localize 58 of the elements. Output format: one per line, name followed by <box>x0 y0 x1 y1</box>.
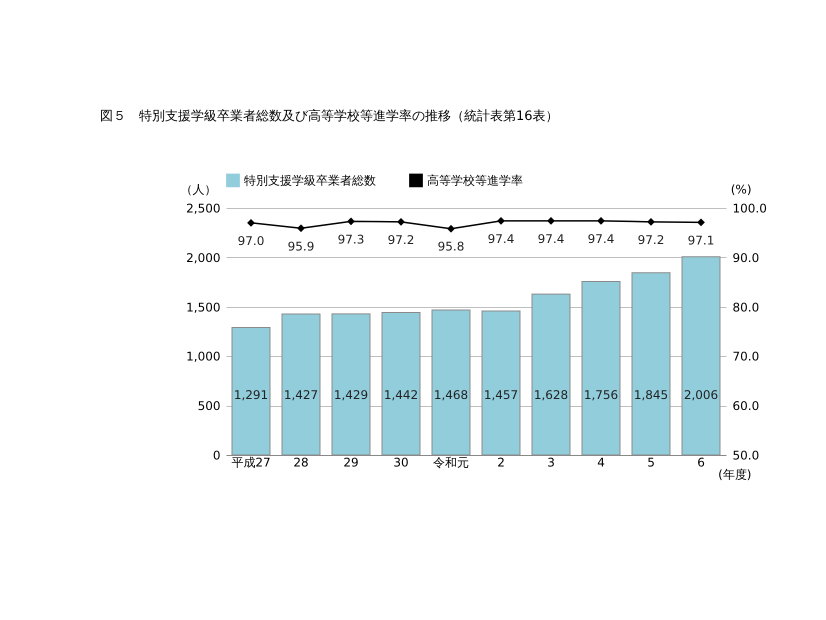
data-label: 1,429 <box>334 388 368 402</box>
data-label: 1,291 <box>234 388 268 402</box>
x-tick-label: 3 <box>547 456 555 470</box>
x-tick-label: 6 <box>697 456 705 470</box>
legend-label: 高等学校等進学率 <box>427 173 523 188</box>
x-axis-title: (年度) <box>718 468 752 482</box>
data-label: 1,457 <box>484 388 518 402</box>
y2-tick-label: 90.0 <box>732 250 760 265</box>
chart-title: 図５ 特別支援学級卒業者総数及び高等学校等進学率の推移（統計表第16表） <box>100 108 559 124</box>
x-tick-label: 29 <box>343 456 359 470</box>
data-label: 97.1 <box>688 233 714 248</box>
x-tick-label: 令和元 <box>433 456 469 470</box>
y2-tick-label: 80.0 <box>732 300 760 314</box>
data-label: 97.2 <box>638 232 664 247</box>
y2-tick-label: 50.0 <box>732 448 760 462</box>
y-tick-label: 1,000 <box>186 350 220 364</box>
x-tick-label: 2 <box>497 456 505 470</box>
y-tick-label: 2,500 <box>186 202 220 216</box>
x-tick-label: 30 <box>393 456 409 470</box>
point <box>697 218 705 226</box>
y-tick-label: 1,500 <box>186 300 220 314</box>
data-label: 97.4 <box>488 232 514 246</box>
point <box>597 216 605 225</box>
y2-tick-label: 100.0 <box>732 202 767 216</box>
data-label: 97.4 <box>588 232 614 246</box>
point <box>347 217 355 226</box>
point <box>647 218 655 226</box>
y-axis-title: （人） <box>180 182 216 196</box>
y2-tick-label: 70.0 <box>732 350 760 364</box>
x-tick-label: 4 <box>597 456 605 470</box>
data-label: 97.2 <box>388 232 414 247</box>
data-label: 95.8 <box>438 240 464 254</box>
data-label: 97.3 <box>338 232 364 246</box>
data-label: 95.9 <box>288 239 314 254</box>
y-tick-label: 0 <box>212 448 220 462</box>
point <box>297 224 305 232</box>
data-label: 1,468 <box>434 388 468 402</box>
point <box>547 216 555 225</box>
data-label: 97.4 <box>538 232 564 246</box>
point <box>247 218 255 227</box>
legend-label: 特別支援学級卒業者総数 <box>244 173 376 188</box>
point <box>397 218 405 226</box>
data-label: 1,427 <box>284 388 318 402</box>
x-tick-label: 5 <box>647 456 655 470</box>
data-label: 1,442 <box>384 388 418 402</box>
y-tick-label: 2,000 <box>186 250 220 265</box>
data-label: 2,006 <box>684 388 718 402</box>
y2-tick-label: 60.0 <box>732 399 760 414</box>
x-tick-label: 平成27 <box>231 456 271 470</box>
y2-axis-title: (%) <box>730 182 752 196</box>
x-tick-label: 28 <box>293 456 309 470</box>
data-label: 1,628 <box>534 388 568 402</box>
data-label: 97.0 <box>238 234 264 248</box>
y-tick-label: 500 <box>198 399 220 414</box>
data-label: 1,845 <box>634 388 668 402</box>
data-label: 1,756 <box>584 388 618 402</box>
point <box>497 216 505 225</box>
point <box>447 224 455 233</box>
